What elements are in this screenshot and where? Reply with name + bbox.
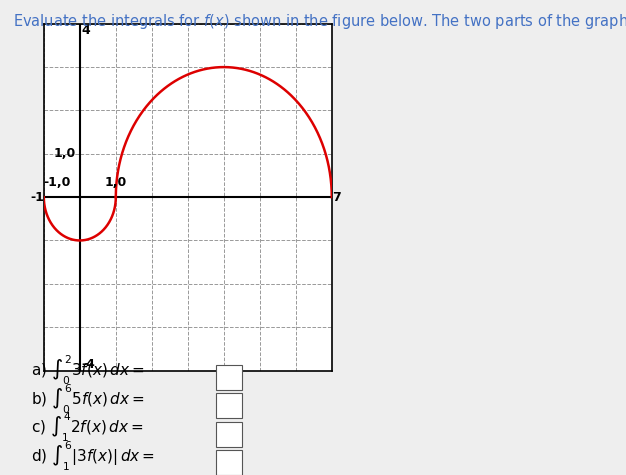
Text: 7: 7 [332, 190, 341, 204]
Text: d) $\int_1^6 |3f(x)|\, dx =$: d) $\int_1^6 |3f(x)|\, dx =$ [31, 439, 155, 473]
Text: Evaluate the integrals for $f(x)$ shown in the figure below. The two parts of th: Evaluate the integrals for $f(x)$ shown … [13, 12, 626, 31]
Text: b) $\int_0^6 5f(x)\, dx =$: b) $\int_0^6 5f(x)\, dx =$ [31, 382, 145, 416]
Text: -4: -4 [81, 358, 96, 370]
Text: -1,0: -1,0 [44, 176, 71, 190]
Text: 1,0: 1,0 [53, 147, 76, 160]
Text: 1,0: 1,0 [105, 176, 127, 190]
Text: 4: 4 [81, 24, 90, 37]
Text: -1: -1 [30, 190, 44, 204]
Text: c) $\int_1^4 2f(x)\, dx =$: c) $\int_1^4 2f(x)\, dx =$ [31, 411, 144, 444]
Text: a) $\int_0^2 3f(x)\, dx =$: a) $\int_0^2 3f(x)\, dx =$ [31, 354, 145, 387]
